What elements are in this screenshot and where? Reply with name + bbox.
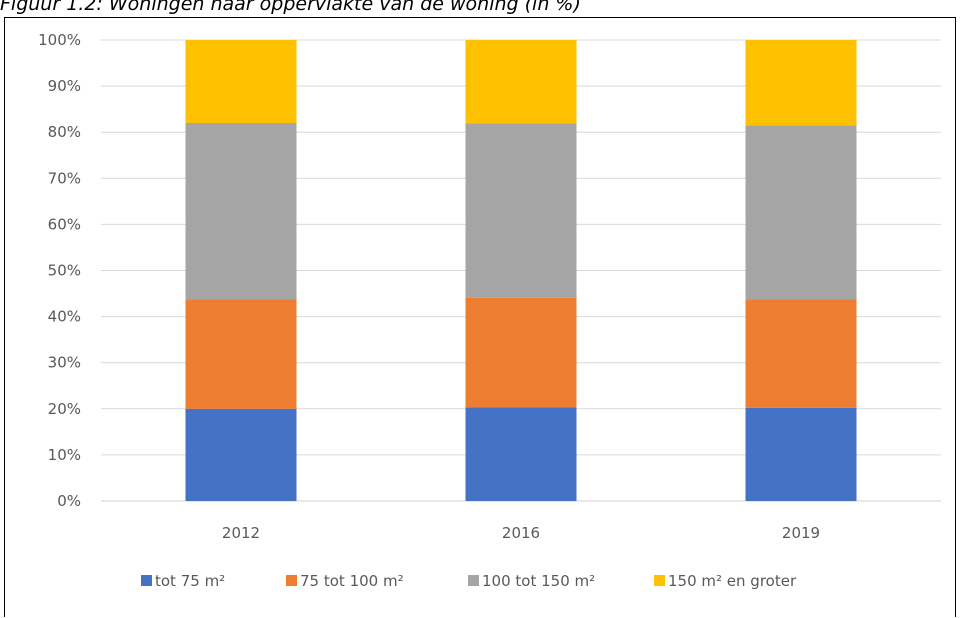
- legend-label: tot 75 m²: [155, 572, 225, 590]
- x-axis-ticks: 2012 2016 2019: [222, 524, 820, 542]
- legend-swatch: [141, 575, 152, 586]
- legend-label: 100 tot 150 m²: [482, 572, 595, 590]
- legend-label: 150 m² en groter: [668, 572, 797, 590]
- bar-segment: [745, 125, 857, 300]
- legend: tot 75 m² 75 tot 100 m² 100 tot 150 m² 150 …: [141, 572, 797, 590]
- y-tick-label: 30%: [48, 354, 81, 372]
- legend-swatch: [654, 575, 665, 586]
- y-tick-label: 10%: [48, 446, 81, 464]
- y-axis-ticks: 0% 10% 20% 30% 40% 50% 60% 70% 80% 90% 100%: [38, 31, 81, 510]
- legend-label: 75 tot 100 m²: [300, 572, 404, 590]
- y-tick-label: 50%: [48, 262, 81, 280]
- bar-segment: [465, 123, 577, 298]
- legend-swatch: [286, 575, 297, 586]
- bar-segment: [185, 40, 297, 123]
- y-tick-label: 100%: [38, 31, 81, 49]
- y-tick-label: 20%: [48, 400, 81, 418]
- y-tick-label: 70%: [48, 169, 81, 187]
- figure-caption: Figuur 1.2: Woningen naar oppervlakte va…: [0, 0, 581, 15]
- bar-segment: [745, 407, 857, 501]
- y-tick-label: 60%: [48, 215, 81, 233]
- y-tick-label: 90%: [48, 77, 81, 95]
- x-tick-label: 2019: [782, 524, 820, 542]
- bar-segment: [745, 299, 857, 408]
- x-tick-label: 2012: [222, 524, 260, 542]
- y-tick-label: 80%: [48, 123, 81, 141]
- bar-segment: [185, 122, 297, 300]
- x-tick-label: 2016: [502, 524, 540, 542]
- stacked-bar-chart: 0%10%20%30%40%50%60%70%80%90%100% 2012 20…: [38, 31, 941, 590]
- y-tick-label: 0%: [57, 492, 81, 510]
- bar-segment: [745, 40, 857, 126]
- chart-frame: 0% 10% 20% 30% 40% 50% 60% 70% 80% 90% 100% 2012 20…: [4, 17, 956, 617]
- bar-segment: [465, 40, 577, 124]
- bar-segment: [465, 297, 577, 408]
- bar-segment: [185, 408, 297, 501]
- bar-segment: [185, 299, 297, 409]
- bar-segment: [465, 407, 577, 501]
- y-tick-label: 40%: [48, 308, 81, 326]
- legend-swatch: [468, 575, 479, 586]
- bars: [185, 40, 857, 501]
